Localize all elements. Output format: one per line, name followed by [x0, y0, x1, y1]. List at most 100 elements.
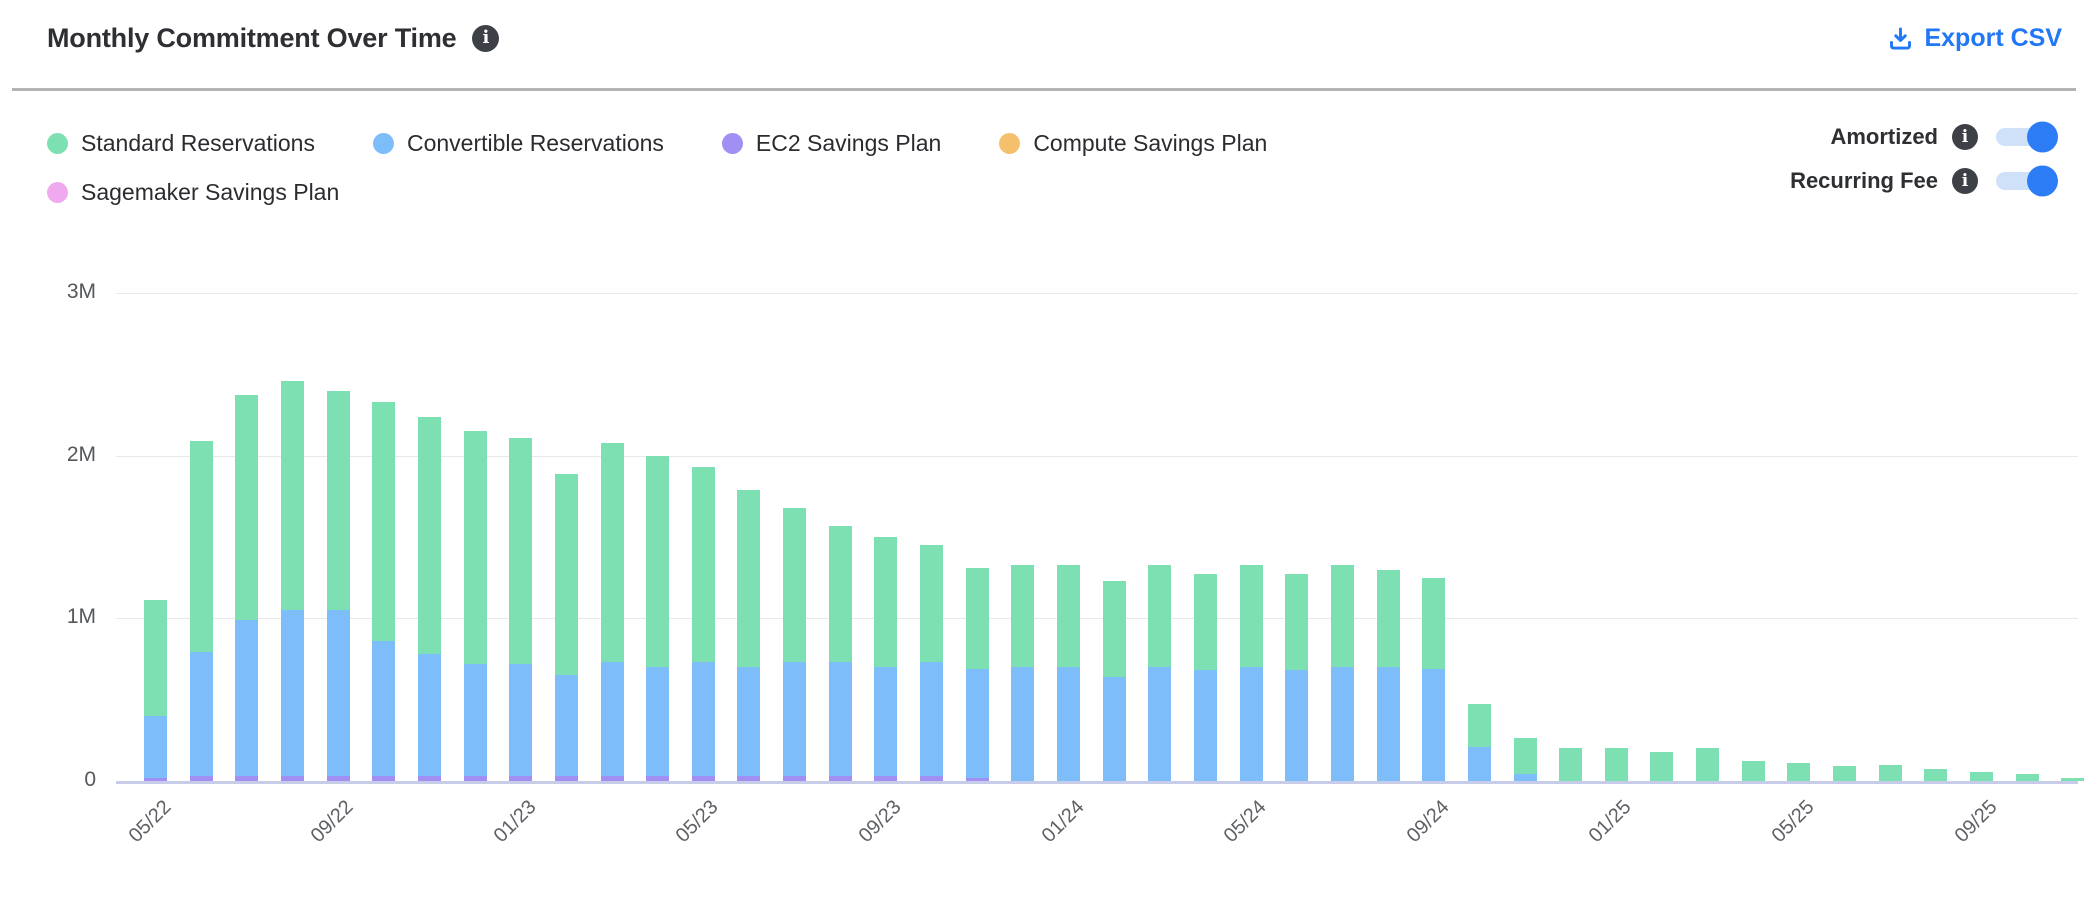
bar-segment-ec2-savings-plan[interactable] [920, 776, 943, 781]
bar-segment-standard-reservations[interactable] [464, 431, 487, 664]
title-info-icon[interactable]: i [472, 24, 500, 52]
bar-segment-ec2-savings-plan[interactable] [418, 776, 441, 781]
bar-segment-convertible-reservations[interactable] [418, 654, 441, 777]
bar-segment-standard-reservations[interactable] [1787, 763, 1810, 781]
bar-segment-standard-reservations[interactable] [692, 467, 715, 663]
chart-bar-01-24[interactable] [1057, 564, 1080, 781]
chart-bar-08-22[interactable] [281, 380, 304, 781]
chart-bar-07-24[interactable] [1331, 564, 1354, 781]
bar-segment-standard-reservations[interactable] [1331, 564, 1354, 668]
bar-segment-ec2-savings-plan[interactable] [646, 776, 669, 781]
bar-segment-convertible-reservations[interactable] [464, 663, 487, 777]
bar-segment-standard-reservations[interactable] [235, 395, 258, 620]
legend-item-compute-savings-plan[interactable]: Compute Savings Plan [999, 130, 1267, 157]
chart-bar-04-23[interactable] [646, 455, 669, 781]
chart-bar-09-25[interactable] [1970, 772, 1993, 781]
bar-segment-convertible-reservations[interactable] [829, 662, 852, 777]
bar-segment-convertible-reservations[interactable] [966, 668, 989, 778]
chart-bar-02-25[interactable] [1650, 751, 1673, 781]
chart-bar-06-23[interactable] [737, 489, 760, 781]
bar-segment-ec2-savings-plan[interactable] [829, 776, 852, 781]
chart-bar-12-22[interactable] [464, 431, 487, 781]
bar-segment-standard-reservations[interactable] [418, 416, 441, 655]
legend-item-standard-reservations[interactable]: Standard Reservations [47, 130, 315, 157]
chart-bar-05-22[interactable] [144, 600, 167, 781]
chart-bar-02-23[interactable] [555, 473, 578, 781]
chart-bar-09-24[interactable] [1422, 577, 1445, 781]
bar-segment-standard-reservations[interactable] [1103, 580, 1126, 677]
chart-bar-04-25[interactable] [1742, 760, 1765, 781]
bar-segment-standard-reservations[interactable] [1194, 574, 1217, 671]
bar-segment-standard-reservations[interactable] [646, 455, 669, 668]
chart-bar-11-23[interactable] [966, 567, 989, 781]
bar-segment-ec2-savings-plan[interactable] [509, 776, 532, 781]
info-icon[interactable]: i [1952, 168, 1978, 194]
bar-segment-convertible-reservations[interactable] [190, 652, 213, 777]
bar-segment-ec2-savings-plan[interactable] [966, 777, 989, 781]
bar-segment-convertible-reservations[interactable] [1057, 667, 1080, 781]
chart-bar-07-25[interactable] [1879, 764, 1902, 781]
bar-segment-ec2-savings-plan[interactable] [601, 776, 624, 781]
bar-segment-standard-reservations[interactable] [327, 390, 350, 611]
bar-segment-standard-reservations[interactable] [1148, 564, 1171, 668]
chart-bar-12-23[interactable] [1011, 564, 1034, 781]
bar-segment-convertible-reservations[interactable] [1011, 667, 1034, 781]
bar-segment-standard-reservations[interactable] [1285, 574, 1308, 671]
chart-bar-12-24[interactable] [1559, 748, 1582, 781]
chart-bar-01-25[interactable] [1605, 748, 1628, 781]
chart-bar-05-23[interactable] [692, 467, 715, 781]
chart-bar-06-25[interactable] [1833, 765, 1856, 781]
bar-segment-standard-reservations[interactable] [2061, 777, 2084, 781]
chart-bar-11-22[interactable] [418, 416, 441, 781]
bar-segment-convertible-reservations[interactable] [1148, 667, 1171, 781]
toggle-amortized[interactable] [1996, 121, 2058, 153]
bar-segment-standard-reservations[interactable] [1240, 564, 1263, 668]
bar-segment-ec2-savings-plan[interactable] [874, 776, 897, 781]
bar-segment-standard-reservations[interactable] [1422, 577, 1445, 669]
chart-bar-02-24[interactable] [1103, 580, 1126, 781]
bar-segment-standard-reservations[interactable] [1833, 765, 1856, 781]
bar-segment-convertible-reservations[interactable] [144, 715, 167, 778]
bar-segment-ec2-savings-plan[interactable] [692, 776, 715, 781]
bar-segment-standard-reservations[interactable] [372, 401, 395, 642]
bar-segment-standard-reservations[interactable] [1879, 764, 1902, 781]
bar-segment-convertible-reservations[interactable] [1285, 670, 1308, 781]
bar-segment-ec2-savings-plan[interactable] [327, 776, 350, 781]
chart-bar-04-24[interactable] [1194, 574, 1217, 781]
bar-segment-ec2-savings-plan[interactable] [235, 776, 258, 781]
chart-bar-08-25[interactable] [1924, 768, 1947, 781]
bar-segment-standard-reservations[interactable] [1924, 768, 1947, 781]
bar-segment-ec2-savings-plan[interactable] [555, 776, 578, 781]
bar-segment-standard-reservations[interactable] [1377, 569, 1400, 668]
bar-segment-convertible-reservations[interactable] [1103, 676, 1126, 781]
bar-segment-standard-reservations[interactable] [737, 489, 760, 668]
bar-segment-convertible-reservations[interactable] [737, 667, 760, 777]
chart-bar-10-23[interactable] [920, 545, 943, 781]
chart-bar-09-22[interactable] [327, 390, 350, 781]
bar-segment-standard-reservations[interactable] [783, 507, 806, 663]
chart-bar-06-24[interactable] [1285, 574, 1308, 781]
bar-segment-convertible-reservations[interactable] [372, 641, 395, 777]
chart-bar-10-25[interactable] [2016, 774, 2039, 781]
bar-segment-convertible-reservations[interactable] [874, 667, 897, 777]
bar-segment-ec2-savings-plan[interactable] [372, 776, 395, 781]
chart-bar-03-24[interactable] [1148, 564, 1171, 781]
bar-segment-convertible-reservations[interactable] [509, 663, 532, 777]
bar-segment-convertible-reservations[interactable] [281, 610, 304, 777]
chart-bar-05-25[interactable] [1787, 763, 1810, 781]
bar-segment-standard-reservations[interactable] [874, 536, 897, 668]
info-icon[interactable]: i [1952, 124, 1978, 150]
bar-segment-convertible-reservations[interactable] [1331, 667, 1354, 781]
chart-bar-11-25[interactable] [2061, 777, 2084, 781]
bar-segment-convertible-reservations[interactable] [1514, 774, 1537, 781]
chart-bar-03-25[interactable] [1696, 748, 1719, 781]
bar-segment-convertible-reservations[interactable] [1194, 670, 1217, 781]
chart-bar-03-23[interactable] [601, 442, 624, 781]
legend-item-sagemaker-savings-plan[interactable]: Sagemaker Savings Plan [47, 179, 339, 206]
bar-segment-ec2-savings-plan[interactable] [464, 776, 487, 781]
chart-bar-09-23[interactable] [874, 536, 897, 781]
bar-segment-standard-reservations[interactable] [1696, 748, 1719, 781]
bar-segment-standard-reservations[interactable] [1057, 564, 1080, 668]
bar-segment-convertible-reservations[interactable] [235, 619, 258, 777]
chart-bar-10-22[interactable] [372, 401, 395, 781]
